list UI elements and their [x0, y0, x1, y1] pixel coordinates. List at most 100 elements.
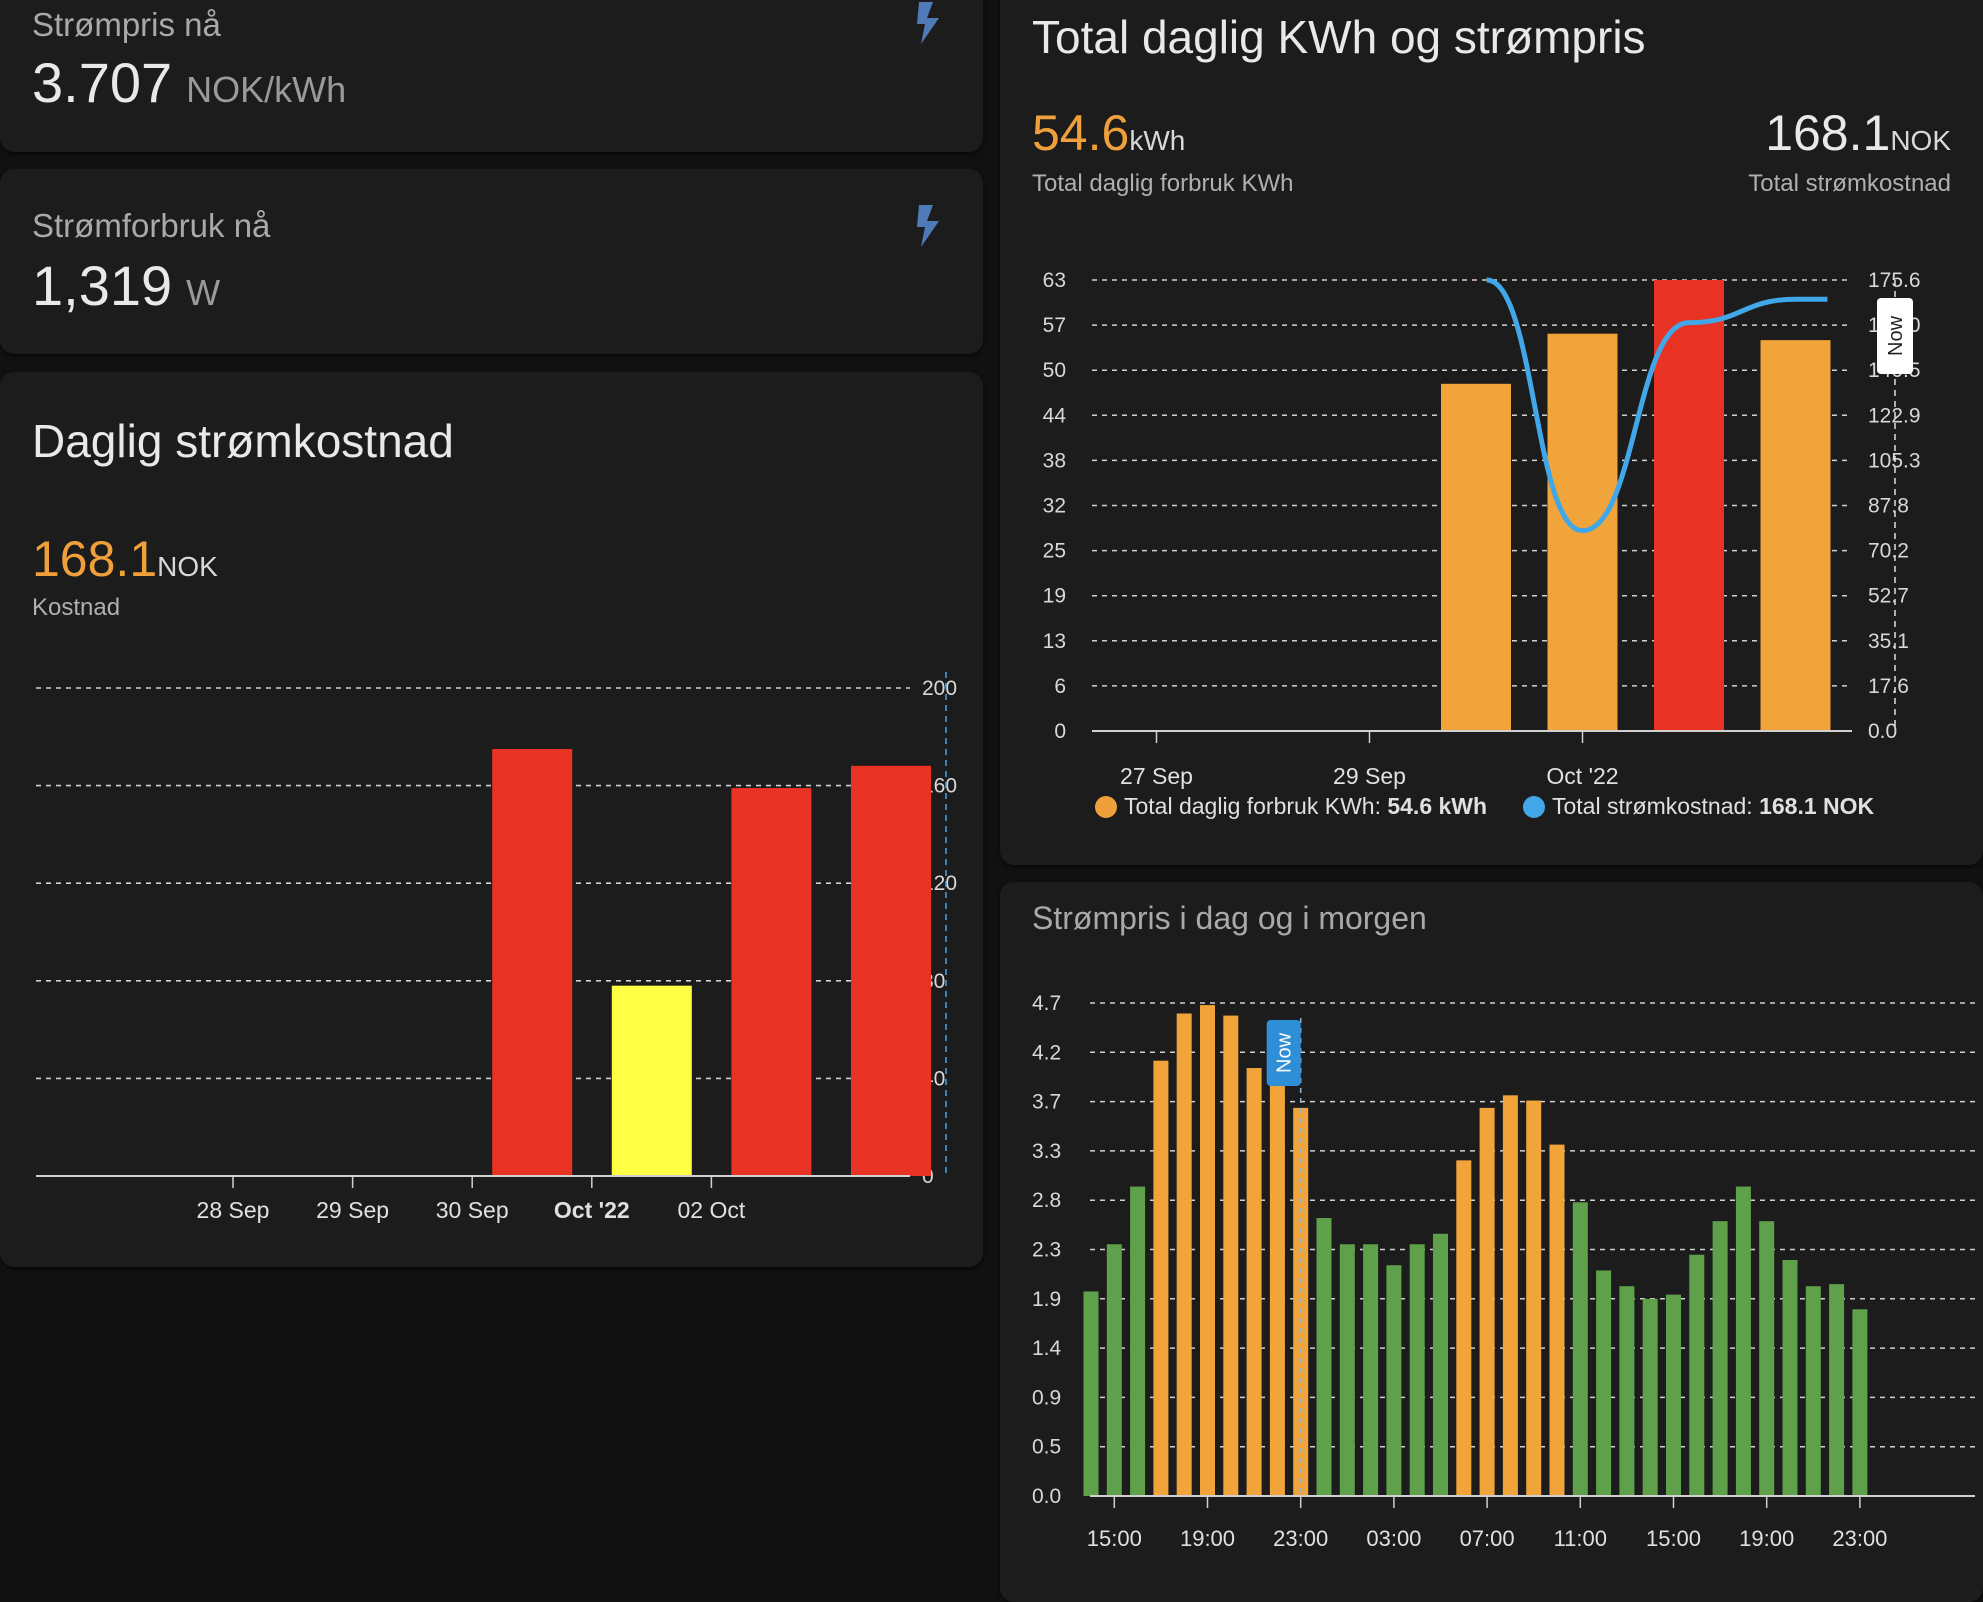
y-tick-label: 4.7: [1032, 992, 1061, 1015]
price-bar[interactable]: [1339, 1244, 1355, 1496]
total-daily-chart: 00.0617.61335.11952.72570.23287.838105.3…: [1043, 269, 1921, 819]
price-bar[interactable]: [1666, 1294, 1681, 1496]
lightning-bolt-icon: [917, 205, 939, 247]
legend-label-kwh[interactable]: Total daglig forbruk KWh: 54.6 kWh: [1124, 793, 1487, 819]
price-bar[interactable]: [1782, 1259, 1798, 1496]
y-right-tick-label: 70.2: [1868, 540, 1909, 563]
kwh-header: 54.6kWh: [1032, 104, 1185, 162]
price-bar[interactable]: [1176, 1013, 1192, 1496]
price-bar[interactable]: [1386, 1265, 1402, 1496]
price-today-chart: 0.0 0.5 0.9 1.4 1.9 2.3 2.8 3.3 3.7 4.2 4.7 15:00 19…: [1032, 992, 1975, 1551]
legend-dot-kwh: [1095, 796, 1117, 818]
price-bar[interactable]: [1712, 1221, 1728, 1496]
cost-unit: NOK: [1890, 125, 1951, 156]
price-bar[interactable]: [1619, 1286, 1635, 1496]
price-bar[interactable]: [1689, 1254, 1705, 1496]
cost-value: 168.1: [1765, 105, 1891, 161]
y-right-tick-label: 0.0: [1868, 720, 1897, 743]
price-bar[interactable]: [1596, 1270, 1612, 1496]
x-tick-label: 30 Sep: [436, 1197, 509, 1223]
price-bar[interactable]: [1153, 1060, 1169, 1496]
x-tick-label: 11:00: [1554, 1526, 1607, 1551]
price-bar[interactable]: [1805, 1286, 1821, 1496]
price-bar[interactable]: [1642, 1298, 1658, 1496]
y-right-tick-label: 17.6: [1868, 675, 1909, 698]
daily-cost-value: 168.1: [32, 531, 158, 587]
x-tick-label: Oct '22: [1546, 763, 1618, 789]
y-left-tick-label: 50: [1043, 359, 1066, 382]
price-bar[interactable]: [1735, 1186, 1751, 1496]
price-bar[interactable]: [1433, 1233, 1448, 1496]
usage-now-title: Strømforbruk nå: [32, 207, 271, 244]
bar[interactable]: [851, 765, 931, 1176]
y-left-tick-label: 6: [1054, 675, 1066, 698]
price-bar[interactable]: [1130, 1186, 1146, 1496]
price-bar[interactable]: [1852, 1309, 1868, 1496]
cost-line[interactable]: [1486, 277, 1828, 534]
price-bar[interactable]: [1363, 1244, 1379, 1496]
price-now-value: 3.707 NOK/kWh: [32, 50, 346, 115]
y-tick-label: 0.9: [1032, 1386, 1061, 1409]
y-tick-label: 200: [922, 677, 957, 700]
x-tick-label: 23:00: [1273, 1526, 1328, 1551]
price-bar[interactable]: [1549, 1144, 1565, 1496]
price-bar[interactable]: [1479, 1107, 1495, 1496]
y-right-tick-label: 87.8: [1868, 495, 1909, 518]
price-bar[interactable]: [1502, 1095, 1518, 1496]
usage-now-card[interactable]: Strømforbruk nå 1,319 W: [0, 169, 983, 354]
total-daily-card[interactable]: Total daglig KWh og strømpris 54.6kWh To…: [1000, 0, 1983, 865]
now-marker-label: Now: [1885, 315, 1907, 356]
price-bar[interactable]: [1572, 1202, 1588, 1496]
x-tick-label: 02 Oct: [678, 1197, 746, 1223]
bar[interactable]: [611, 985, 692, 1176]
lightning-bolt-icon: [917, 2, 939, 44]
price-bar[interactable]: [1223, 1015, 1239, 1496]
y-tick-label: 0: [922, 1165, 934, 1188]
legend-dot-cost: [1523, 796, 1545, 818]
x-tick-label: 23:00: [1832, 1526, 1887, 1551]
daily-cost-card[interactable]: Daglig strømkostnad 168.1NOK Kostnad 0 40…: [0, 372, 983, 1267]
x-tick-label: 03:00: [1366, 1526, 1421, 1551]
daily-cost-title: Daglig strømkostnad: [32, 415, 454, 467]
price-bar[interactable]: [1083, 1291, 1099, 1496]
price-bar[interactable]: [1106, 1244, 1122, 1496]
y-tick-label: 1.9: [1032, 1288, 1061, 1311]
price-now-title: Strømpris nå: [32, 6, 221, 43]
kwh-bar[interactable]: [1760, 340, 1831, 731]
bar[interactable]: [731, 788, 812, 1176]
price-now-unit: NOK/kWh: [186, 69, 347, 110]
price-bar[interactable]: [1526, 1100, 1542, 1496]
cost-header: 168.1NOK: [1765, 104, 1951, 162]
price-bar[interactable]: [1759, 1221, 1775, 1496]
kwh-bar[interactable]: [1441, 383, 1511, 731]
y-tick-label: 2.3: [1032, 1239, 1061, 1262]
y-tick-label: 0.5: [1032, 1436, 1061, 1459]
price-bar[interactable]: [1409, 1244, 1425, 1496]
usage-now-value: 1,319 W: [32, 253, 220, 318]
price-bar[interactable]: [1316, 1218, 1332, 1496]
usage-now-unit: W: [186, 272, 221, 313]
legend-label-cost[interactable]: Total strømkostnad: 168.1 NOK: [1552, 793, 1875, 819]
price-today-card[interactable]: Strømpris i dag og i morgen 0.0 0.5 0.9 1.4…: [1000, 882, 1983, 1602]
x-tick-label: 19:00: [1180, 1526, 1235, 1551]
price-bar[interactable]: [1829, 1284, 1845, 1496]
price-today-title: Strømpris i dag og i morgen: [1032, 900, 1427, 936]
y-left-tick-label: 57: [1043, 314, 1066, 337]
y-tick-label: 2.8: [1032, 1189, 1061, 1212]
kwh-bar[interactable]: [1654, 280, 1724, 731]
price-bar[interactable]: [1246, 1068, 1262, 1496]
y-tick-label: 1.4: [1032, 1337, 1062, 1360]
x-tick-label: Oct '22: [554, 1197, 630, 1223]
bar[interactable]: [492, 749, 573, 1176]
cost-label: Total strømkostnad: [1748, 170, 1951, 197]
kwh-unit: kWh: [1129, 125, 1186, 156]
x-tick-label: 27 Sep: [1120, 763, 1193, 789]
price-now-card[interactable]: Strømpris nå 3.707 NOK/kWh: [0, 0, 983, 152]
price-bar[interactable]: [1200, 1005, 1215, 1496]
y-tick-label: 0.0: [1032, 1485, 1061, 1508]
daily-cost-unit: NOK: [157, 551, 218, 582]
price-bar[interactable]: [1456, 1160, 1472, 1496]
price-bar[interactable]: [1269, 1084, 1285, 1496]
price-now-number: 3.707: [32, 51, 173, 114]
